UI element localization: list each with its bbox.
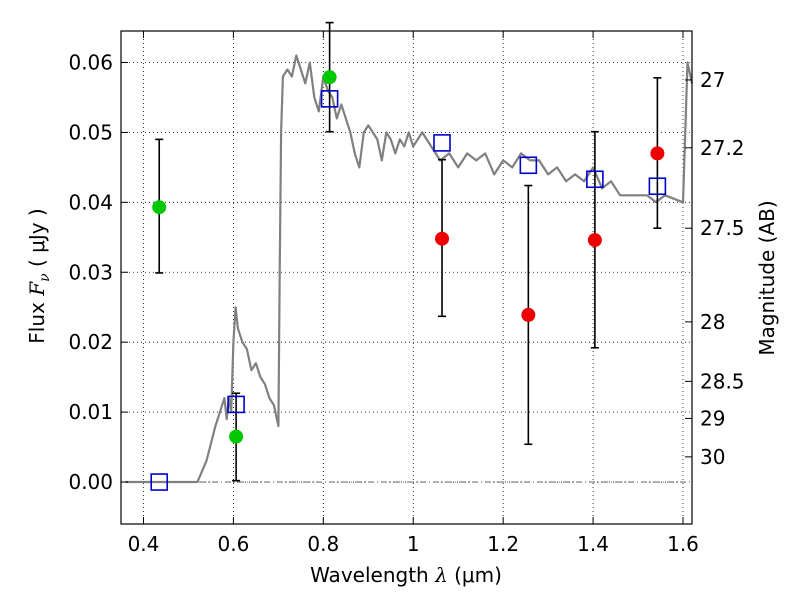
ticks: 0.4 0.6 0.8 1 1.2 1.4 1.6 0.00 0.01 0.02 0.03 0.04 0…	[68, 31, 745, 556]
model-photometry-square	[227, 395, 245, 414]
upper-limit-point	[435, 231, 450, 246]
model-spectrum	[125, 54, 694, 484]
detection-point	[229, 429, 244, 444]
y-tick-label: 0.06	[68, 50, 113, 74]
y2-tick-label: 27	[700, 68, 725, 92]
y2-tick-label: 27.2	[700, 136, 745, 160]
y-tick-label: 0.02	[68, 330, 113, 354]
y2-tick-label: 30	[700, 445, 725, 469]
x-axis-label: Wavelength λ (μm)	[310, 563, 502, 587]
model-photometry-square	[320, 90, 339, 108]
y-tick-label: 0.05	[68, 120, 113, 144]
y2-tick-label: 28.5	[700, 369, 745, 393]
y-axis-label: Flux Fν ( μJy )	[25, 208, 53, 343]
y2-tick-label: 29	[700, 406, 725, 430]
upper-limit-point	[587, 233, 602, 248]
y2-tick-label: 28	[700, 310, 725, 334]
model-photometry-square	[586, 170, 604, 189]
x-tick-label: 1	[407, 532, 420, 556]
x-tick-label: 0.6	[217, 532, 249, 556]
x-tick-label: 1.2	[487, 532, 519, 556]
y-tick-label: 0.03	[68, 260, 113, 284]
detection-point	[322, 70, 337, 85]
detection-point	[152, 200, 167, 215]
y2-axis-label: Magnitude (AB)	[755, 200, 779, 355]
plot-frame	[120, 30, 693, 525]
model-photometry-square	[433, 134, 451, 152]
x-tick-label: 1.4	[577, 532, 609, 556]
x-tick-label: 1.6	[667, 532, 699, 556]
model-spectrum-line	[125, 54, 694, 484]
upper-limit-point	[650, 146, 665, 161]
model-photometry-square	[648, 177, 667, 196]
x-tick-label: 0.8	[307, 532, 339, 556]
x-tick-label: 0.4	[128, 532, 160, 556]
grid	[121, 31, 692, 524]
upper-limit-point	[521, 307, 536, 322]
y2-tick-label: 27.5	[700, 216, 745, 240]
model-photometry-square	[150, 473, 169, 491]
model-photometry-square	[519, 156, 538, 175]
y-tick-label: 0.04	[68, 190, 113, 214]
y-tick-label: 0.00	[68, 470, 113, 494]
y-tick-label: 0.01	[68, 400, 113, 424]
markers	[150, 70, 667, 491]
